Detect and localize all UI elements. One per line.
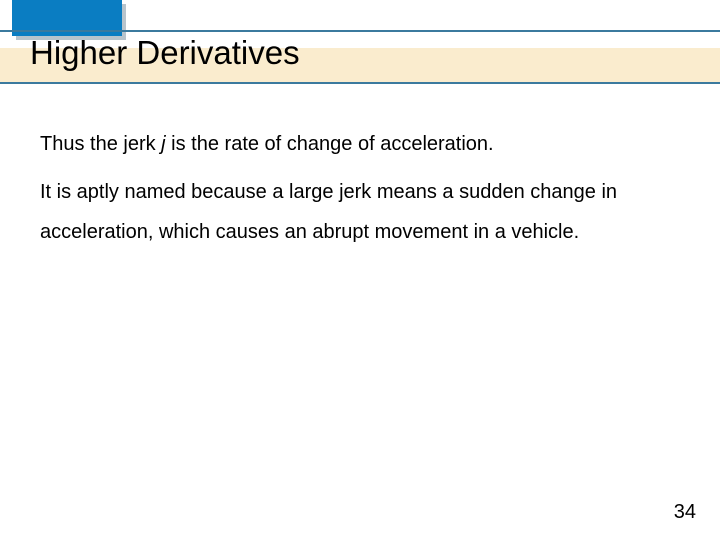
page-title: Higher Derivatives	[30, 34, 300, 72]
body-text: Thus the jerk j is the rate of change of…	[40, 124, 670, 260]
paragraph-2: It is aptly named because a large jerk m…	[40, 172, 670, 252]
p1-text-a: Thus the jerk	[40, 133, 161, 155]
header-rule-top	[0, 30, 720, 32]
paragraph-1: Thus the jerk j is the rate of change of…	[40, 124, 670, 164]
page-number: 34	[674, 501, 696, 524]
p1-text-b: is the rate of change of acceleration.	[166, 133, 494, 155]
header-rule-bottom	[0, 82, 720, 84]
